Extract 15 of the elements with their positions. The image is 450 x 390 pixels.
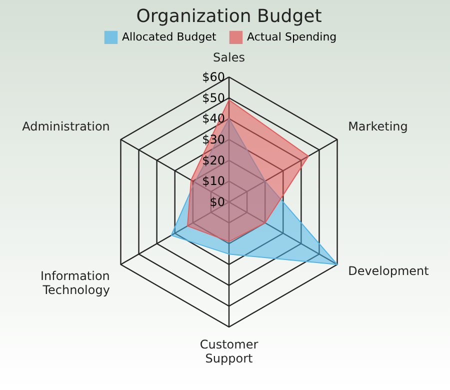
y-tick-label: $10	[202, 174, 224, 188]
legend-label: Allocated Budget	[122, 30, 216, 44]
chart-title: Organization Budget	[136, 6, 322, 27]
spoke-label: Development	[348, 264, 429, 278]
spoke-label: Information Technology	[40, 268, 110, 297]
spoke-label: Sales	[212, 50, 244, 64]
spoke-label: Administration	[22, 119, 110, 134]
legend-label: Actual Spending	[246, 30, 336, 44]
y-tick-label: $50	[202, 90, 224, 105]
y-tick-label: $20	[202, 153, 224, 168]
spoke-label: Marketing	[348, 119, 408, 134]
y-tick-label: $60	[202, 70, 224, 84]
y-tick-label: $0	[209, 195, 224, 209]
y-tick-label: $30	[202, 132, 224, 146]
spoke-label: Customer Support	[199, 338, 258, 366]
